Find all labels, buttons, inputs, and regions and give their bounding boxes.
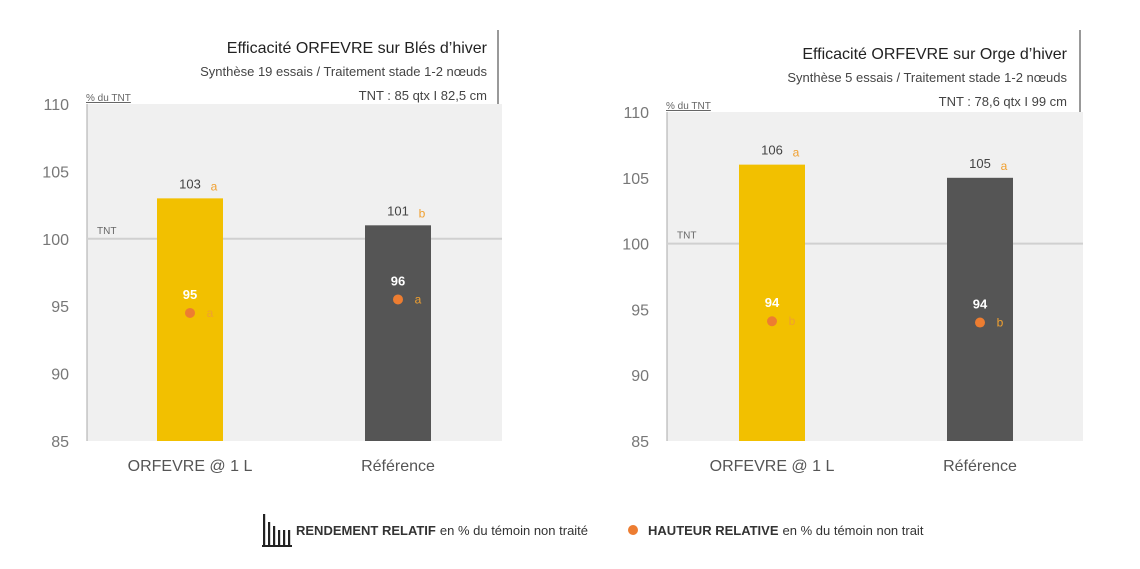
y-tick-label: 85 <box>51 434 69 451</box>
height-value-label: 96 <box>391 273 405 288</box>
y-tick-label: 95 <box>631 302 649 319</box>
chart-title: Efficacité ORFEVRE sur Blés d’hiver <box>227 40 488 57</box>
unit-label: % du TNT <box>86 93 131 104</box>
y-tick-label: 85 <box>631 434 649 451</box>
bar <box>739 164 805 441</box>
height-value-label: 95 <box>183 287 197 302</box>
bar <box>157 198 223 441</box>
bar-value-label: 101 <box>387 203 409 218</box>
height-significance-letter: a <box>415 292 422 306</box>
x-category-label: Référence <box>361 458 435 475</box>
legend-yield: RENDEMENT RELATIF en % du témoin non tra… <box>262 512 588 548</box>
height-value-label: 94 <box>973 297 988 312</box>
bar-value-label: 105 <box>969 156 991 171</box>
plot-area <box>667 112 1083 441</box>
bar-significance-letter: b <box>419 206 426 220</box>
chart-tnt-info: TNT : 78,6 qtx I 99 cm <box>939 94 1067 109</box>
height-significance-letter: a <box>207 306 214 320</box>
bar-significance-letter: a <box>211 179 218 193</box>
y-tick-label: 90 <box>631 368 649 385</box>
y-tick-label: 105 <box>42 164 69 181</box>
bar <box>365 225 431 441</box>
y-tick-label: 105 <box>622 171 649 188</box>
height-point <box>393 294 403 305</box>
x-category-label: Référence <box>943 458 1017 475</box>
chart-subtitle: Synthèse 5 essais / Traitement stade 1-2… <box>787 70 1067 85</box>
y-tick-label: 100 <box>42 232 69 249</box>
legend-height-text: en % du témoin non trait <box>782 522 924 538</box>
bar <box>947 177 1013 442</box>
legend: RENDEMENT RELATIF en % du témoin non tra… <box>262 512 963 548</box>
bar-value-label: 106 <box>761 143 783 158</box>
tnt-label: TNT <box>97 226 116 237</box>
height-significance-letter: b <box>789 314 796 328</box>
unit-label: % du TNT <box>666 101 711 112</box>
legend-yield-text: en % du témoin non traité <box>439 522 589 538</box>
height-point <box>975 317 985 328</box>
tnt-label: TNT <box>677 231 696 242</box>
chart-title: Efficacité ORFEVRE sur Orge d’hiver <box>802 46 1067 63</box>
bar-value-label: 103 <box>179 176 201 191</box>
chart-tnt-info: TNT : 85 qtx I 82,5 cm <box>359 88 487 103</box>
chart-subtitle: Synthèse 19 essais / Traitement stade 1-… <box>200 64 487 79</box>
height-point <box>767 316 777 327</box>
x-category-label: ORFEVRE @ 1 L <box>128 458 253 475</box>
y-tick-label: 100 <box>622 237 649 254</box>
y-tick-label: 110 <box>623 105 649 122</box>
legend-yield-bold: RENDEMENT RELATIF <box>296 522 436 538</box>
legend-height: HAUTEUR RELATIVE en % du témoin non trai… <box>628 523 923 538</box>
legend-height-bold: HAUTEUR RELATIVE <box>648 522 779 538</box>
y-tick-label: 90 <box>51 367 69 384</box>
y-tick-label: 95 <box>51 299 69 316</box>
bar-significance-letter: a <box>793 146 800 160</box>
height-value-label: 94 <box>765 295 780 310</box>
y-tick-label: 110 <box>43 97 69 114</box>
bar-significance-letter: a <box>1001 159 1008 173</box>
legend-dot-icon <box>628 525 639 535</box>
x-category-label: ORFEVRE @ 1 L <box>710 458 835 475</box>
height-point <box>185 307 195 318</box>
bar-chart-icon <box>262 514 292 547</box>
height-significance-letter: b <box>997 316 1004 330</box>
plot-area <box>87 104 502 441</box>
